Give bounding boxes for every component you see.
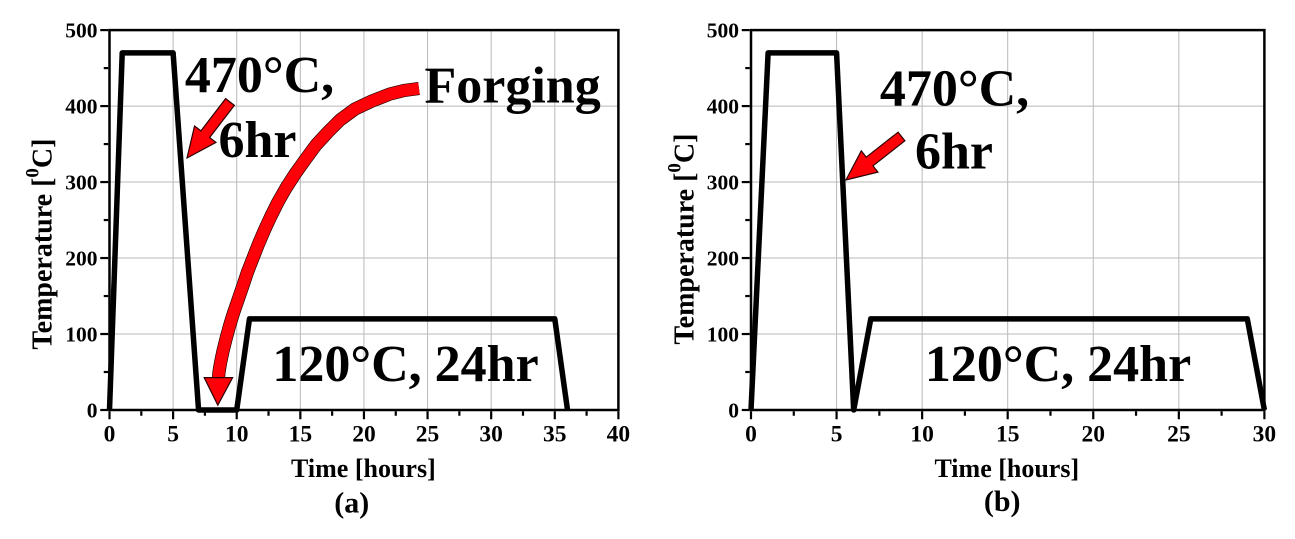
svg-text:500: 500 <box>65 18 97 42</box>
svg-text:200: 200 <box>65 246 97 270</box>
svg-text:5: 5 <box>167 422 179 448</box>
svg-text:120°C, 24hr: 120°C, 24hr <box>925 336 1191 393</box>
svg-text:6hr: 6hr <box>219 112 297 169</box>
svg-text:30: 30 <box>1253 422 1277 448</box>
svg-text:500: 500 <box>707 18 739 42</box>
svg-text:5: 5 <box>831 422 843 448</box>
svg-text:300: 300 <box>65 170 97 194</box>
svg-text:400: 400 <box>65 94 97 118</box>
svg-text:200: 200 <box>707 246 739 270</box>
svg-text:20: 20 <box>352 422 376 448</box>
svg-text:0: 0 <box>728 398 739 422</box>
svg-text:25: 25 <box>1167 422 1191 448</box>
svg-text:100: 100 <box>707 322 739 346</box>
svg-text:15: 15 <box>289 422 313 448</box>
svg-text:20: 20 <box>1082 422 1106 448</box>
svg-text:15: 15 <box>996 422 1020 448</box>
svg-text:0: 0 <box>745 422 757 448</box>
svg-text:35: 35 <box>543 422 567 448</box>
svg-text:Time [hours]: Time [hours] <box>291 454 436 483</box>
svg-text:0: 0 <box>104 422 116 448</box>
svg-text:(a): (a) <box>334 487 369 520</box>
svg-text:(b): (b) <box>984 485 1021 518</box>
svg-text:100: 100 <box>65 322 97 346</box>
svg-text:120°C, 24hr: 120°C, 24hr <box>272 336 538 393</box>
svg-text:0: 0 <box>87 398 98 422</box>
svg-text:Forging: Forging <box>424 58 600 115</box>
svg-text:6hr: 6hr <box>915 124 993 181</box>
svg-text:10: 10 <box>910 422 934 448</box>
svg-text:10: 10 <box>225 422 249 448</box>
svg-text:25: 25 <box>416 422 440 448</box>
svg-text:470°C,: 470°C, <box>185 47 334 104</box>
svg-text:400: 400 <box>707 94 739 118</box>
svg-text:300: 300 <box>707 170 739 194</box>
svg-text:470°C,: 470°C, <box>880 61 1029 118</box>
svg-text:Time [hours]: Time [hours] <box>934 454 1079 483</box>
svg-text:30: 30 <box>479 422 503 448</box>
svg-text:40: 40 <box>607 422 631 448</box>
